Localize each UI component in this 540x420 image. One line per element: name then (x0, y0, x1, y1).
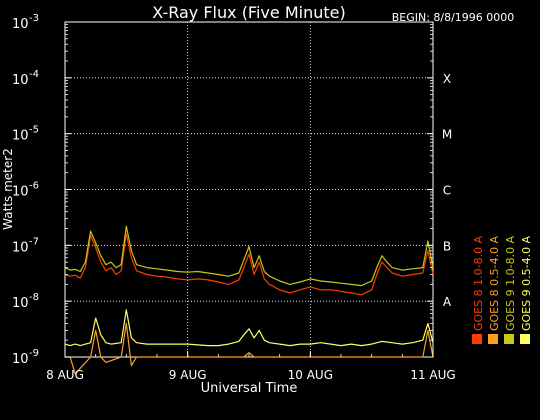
x-tick-labels: 8 AUG 9 AUG 10 AUG 11 AUG (46, 351, 456, 382)
y-tick-label: 10 (12, 352, 29, 367)
begin-label: BEGIN: 8/8/1996 0000 (392, 11, 515, 24)
y-tick-label: 10 (12, 73, 29, 88)
x-tick-label: 11 AUG (410, 368, 455, 382)
y-tick-exponent: -3 (29, 13, 39, 24)
legend-swatch (488, 334, 498, 344)
x-tick-label: 10 AUG (288, 368, 333, 382)
flare-class-label: M (442, 128, 452, 142)
flare-class-label: C (443, 184, 451, 198)
series-layer (64, 225, 434, 375)
series-line (64, 309, 434, 347)
y-tick-exponent: -4 (29, 69, 39, 80)
flare-class-labels: X M C B A (442, 72, 452, 309)
legend-label: GOES 8 1.0-8.0 A (472, 235, 485, 331)
grid-lines (65, 22, 433, 357)
legend-swatch (520, 334, 530, 344)
y-tick-label: 10 (12, 129, 29, 144)
y-tick-label: 10 (12, 296, 29, 311)
x-axis-label: Universal Time (201, 381, 298, 396)
y-axis-label: Watts meter2 (1, 148, 15, 230)
y-tick-exponent: -5 (29, 125, 39, 136)
flare-class-label: X (443, 72, 451, 86)
flare-class-label: A (443, 295, 452, 309)
series-line (65, 322, 434, 375)
y-tick-exponent: -6 (29, 181, 39, 192)
y-tick-label: 10 (12, 240, 29, 255)
y-tick-labels: 10-310-410-510-610-710-810-9 (12, 13, 433, 367)
legend-swatch (472, 334, 482, 344)
legend-swatch (504, 334, 514, 344)
x-tick-label: 9 AUG (169, 368, 207, 382)
legend-label: GOES 8 0.5-4.0 A (488, 235, 501, 331)
y-tick-exponent: -8 (29, 292, 39, 303)
legend-label: GOES 9 1.0-8.0 A (504, 235, 517, 331)
y-tick-label: 10 (12, 17, 29, 32)
x-tick-label: 8 AUG (46, 368, 84, 382)
y-tick-label: 10 (12, 185, 29, 200)
legend: GOES 8 1.0-8.0 A GOES 8 0.5-4.0 A GOES 9 1… (472, 235, 533, 344)
flare-class-label: B (443, 239, 451, 253)
chart-title: X-Ray Flux (Five Minute) (152, 3, 345, 22)
series-line (64, 233, 434, 296)
legend-label: GOES 9 0.5-4.0 A (520, 235, 533, 331)
y-tick-exponent: -7 (29, 236, 39, 247)
series-line (64, 225, 434, 287)
y-tick-exponent: -9 (29, 348, 39, 359)
